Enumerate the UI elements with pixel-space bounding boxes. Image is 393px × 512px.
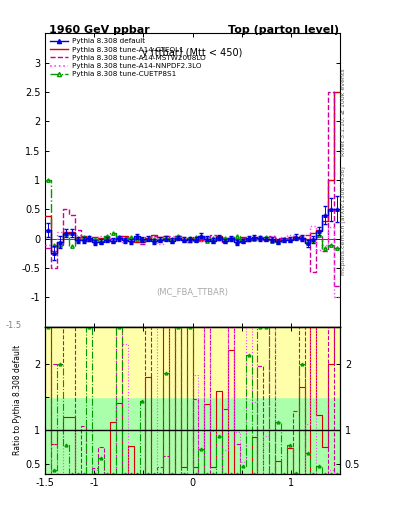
Text: y (ttbar) (Mtt < 450): y (ttbar) (Mtt < 450)	[142, 48, 243, 58]
Bar	[45, 397, 340, 474]
Y-axis label: Ratio to Pythia 8.308 default: Ratio to Pythia 8.308 default	[13, 345, 22, 455]
Text: Top (parton level): Top (parton level)	[228, 25, 339, 35]
Text: (MC_FBA_TTBAR): (MC_FBA_TTBAR)	[156, 287, 229, 296]
Text: mcplots.cern.ch [arXiv:1306.3436]: mcplots.cern.ch [arXiv:1306.3436]	[341, 166, 346, 274]
Text: -1.5: -1.5	[6, 321, 22, 330]
Text: 1960 GeV ppbar: 1960 GeV ppbar	[49, 25, 150, 35]
Bar	[45, 327, 340, 397]
Legend: Pythia 8.308 default, Pythia 8.308 tune-A14-CTEQL1, Pythia 8.308 tune-A14-MSTW20: Pythia 8.308 default, Pythia 8.308 tune-…	[48, 35, 209, 80]
Text: Rivet 3.1.10, ≥ 100k events: Rivet 3.1.10, ≥ 100k events	[341, 69, 346, 157]
